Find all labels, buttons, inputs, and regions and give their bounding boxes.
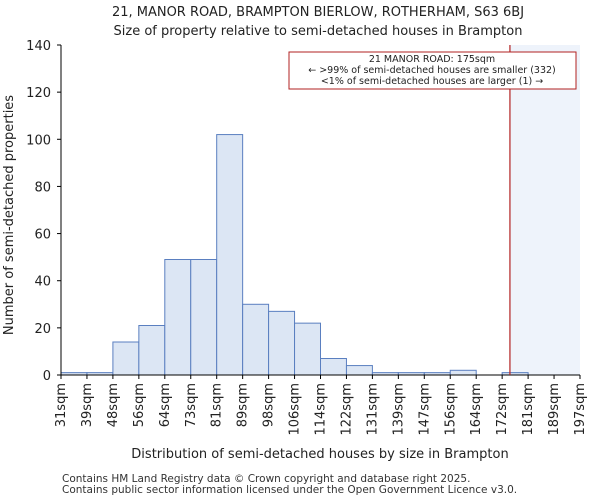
y-tick-label: 120 — [26, 86, 51, 101]
x-tick-label-114sqm: 114sqm — [314, 383, 329, 436]
x-tick-label-139sqm: 139sqm — [391, 383, 406, 436]
x-axis-label: Distribution of semi-detached houses by … — [131, 447, 508, 462]
y-tick-label: 20 — [34, 322, 51, 337]
y-tick-label: 100 — [26, 133, 51, 148]
x-tick-label-164sqm: 164sqm — [469, 383, 484, 436]
y-tick-label: 60 — [34, 228, 51, 243]
annotation-line-2: ← >99% of semi-detached houses are small… — [308, 65, 556, 76]
bar-73sqm — [190, 259, 218, 376]
x-tick-label-131sqm: 131sqm — [365, 383, 380, 436]
bar-64sqm — [164, 259, 192, 376]
bar-114sqm — [320, 358, 347, 376]
bar-56sqm — [138, 325, 166, 376]
x-tick-label-56sqm: 56sqm — [132, 383, 147, 427]
x-tick-label-31sqm: 31sqm — [54, 383, 69, 427]
annotation-line-1: 21 MANOR ROAD: 175sqm — [369, 54, 495, 65]
footer-line-1: Contains HM Land Registry data © Crown c… — [62, 473, 471, 485]
bar-156sqm — [449, 369, 477, 376]
x-tick-label-81sqm: 81sqm — [210, 383, 225, 427]
y-ticks-group: 0 20 40 60 80 100 120 140 — [26, 39, 61, 384]
y-tick-label: 40 — [34, 275, 51, 290]
x-tick-label-197sqm: 197sqm — [573, 383, 588, 436]
above-subject-shade — [509, 45, 580, 375]
bar-48sqm — [112, 341, 140, 376]
footer-line-2: Contains public sector information licen… — [62, 484, 518, 496]
x-tick-label-106sqm: 106sqm — [288, 383, 303, 436]
x-tick-label-73sqm: 73sqm — [184, 383, 199, 427]
annotation-border — [288, 51, 577, 90]
x-tick-label-64sqm: 64sqm — [158, 383, 173, 427]
y-tick-label: 0 — [43, 369, 51, 384]
bar-106sqm — [294, 322, 321, 376]
x-tick-label-122sqm: 122sqm — [339, 383, 354, 436]
x-ticks-group: 31sqm 39sqm 48sqm 56sqm 64sqm 73sqm 81sqm 89sqm… — [54, 375, 588, 436]
x-tick-label-189sqm: 189sqm — [547, 383, 562, 436]
annotation-box: 21 MANOR ROAD: 175sqm ← >99% of semi-det… — [288, 51, 577, 90]
x-tick-label-39sqm: 39sqm — [80, 383, 95, 427]
chart-subtitle: Size of property relative to semi-detach… — [114, 24, 523, 39]
bar-81sqm — [216, 134, 244, 376]
y-axis-label: Number of semi-detached properties — [2, 95, 17, 335]
bar-98sqm — [268, 310, 296, 376]
bar-89sqm — [242, 303, 270, 376]
y-tick-label: 80 — [34, 180, 51, 195]
x-tick-label-156sqm: 156sqm — [443, 383, 458, 436]
x-tick-label-48sqm: 48sqm — [106, 383, 121, 427]
y-tick-label: 140 — [26, 39, 51, 54]
x-tick-label-181sqm: 181sqm — [521, 383, 536, 436]
x-tick-label-89sqm: 89sqm — [236, 383, 251, 427]
x-tick-label-147sqm: 147sqm — [417, 383, 432, 436]
chart-title: 21, MANOR ROAD, BRAMPTON BIERLOW, ROTHER… — [112, 5, 524, 20]
bars-group — [60, 134, 529, 376]
bar-122sqm — [345, 365, 373, 376]
annotation-line-3: <1% of semi-detached houses are larger (… — [321, 76, 543, 87]
x-tick-label-172sqm: 172sqm — [495, 383, 510, 436]
x-tick-label-98sqm: 98sqm — [262, 383, 277, 427]
